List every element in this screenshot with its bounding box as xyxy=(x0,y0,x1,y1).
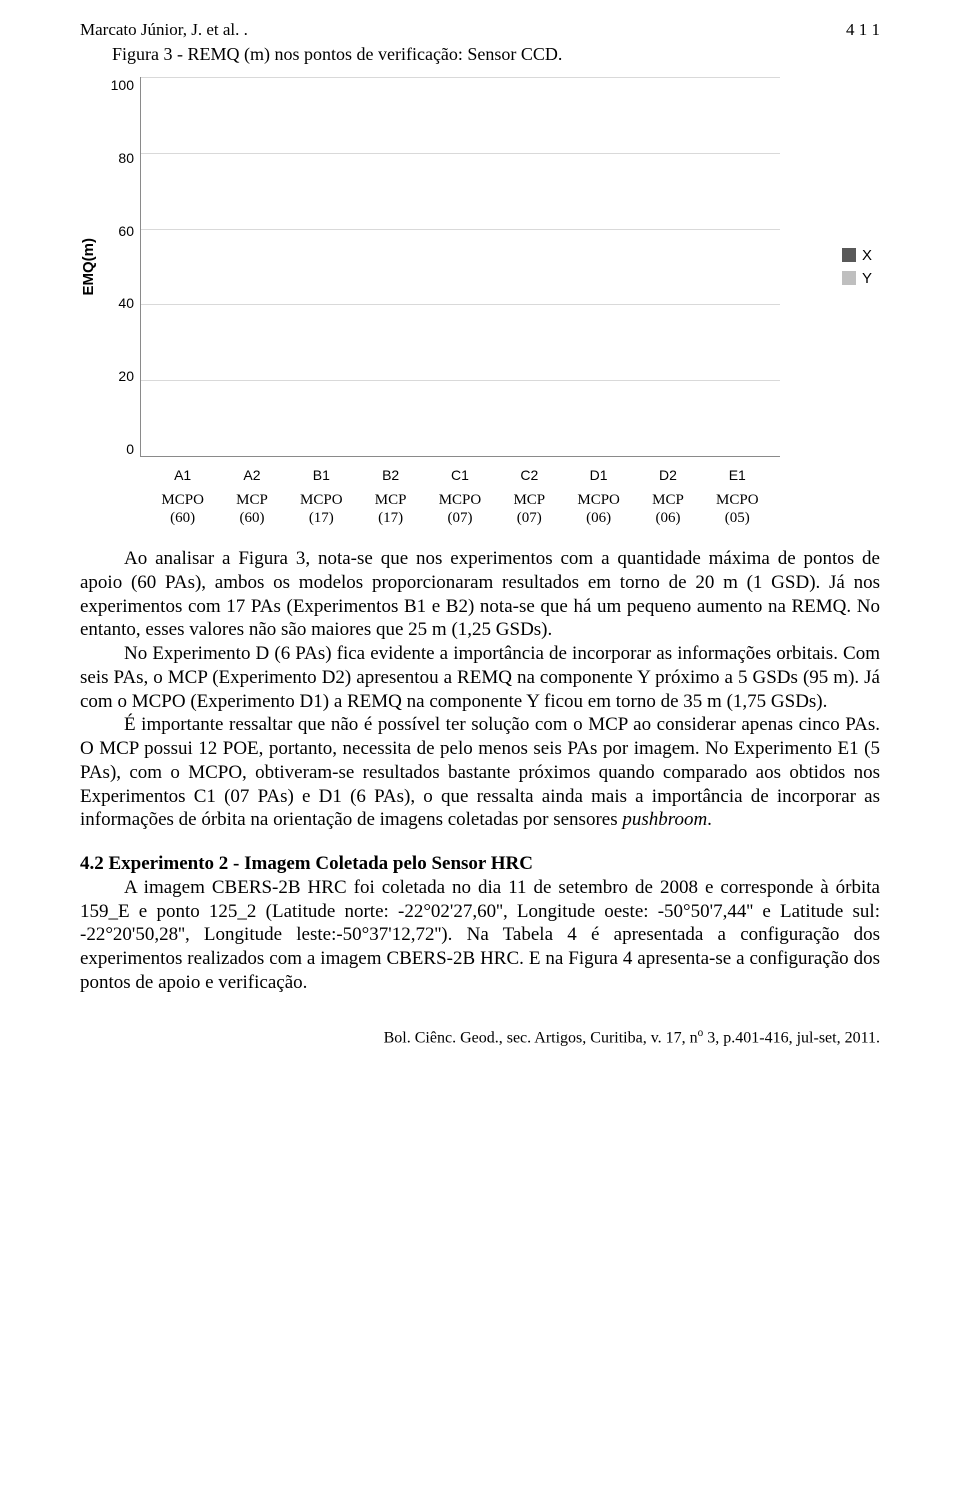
y-axis-ticks: 100806040200 xyxy=(106,77,140,457)
chart: EMQ(m) 100806040200 XY xyxy=(80,77,780,457)
header-author: Marcato Júnior, J. et al. . xyxy=(80,20,248,40)
y-axis-label: EMQ(m) xyxy=(80,238,97,296)
paragraph-1: Ao analisar a Figura 3, nota-se que nos … xyxy=(80,547,880,642)
legend-item: Y xyxy=(842,270,872,287)
figure-title: Figura 3 - REMQ (m) nos pontos de verifi… xyxy=(112,44,880,65)
section-title: 4.2 Experimento 2 - Imagem Coletada pelo… xyxy=(80,852,880,876)
model-labels: MCPO (60)MCP (60)MCPO (17)MCP (17)MCPO (… xyxy=(140,491,780,527)
footer: Bol. Ciênc. Geod., sec. Artigos, Curitib… xyxy=(80,1027,880,1047)
legend-item: X xyxy=(842,247,872,264)
legend: XY xyxy=(842,241,872,293)
header-page: 4 1 1 xyxy=(846,20,880,40)
paragraph-3: É importante ressaltar que não é possíve… xyxy=(80,713,880,832)
paragraph-2: No Experimento D (6 PAs) fica evidente a… xyxy=(80,642,880,713)
x-axis-categories: A1A2B1B2C1C2D1D2E1 xyxy=(140,467,780,483)
plot-area: XY xyxy=(140,77,780,457)
paragraph-4: A imagem CBERS-2B HRC foi coletada no di… xyxy=(80,876,880,995)
